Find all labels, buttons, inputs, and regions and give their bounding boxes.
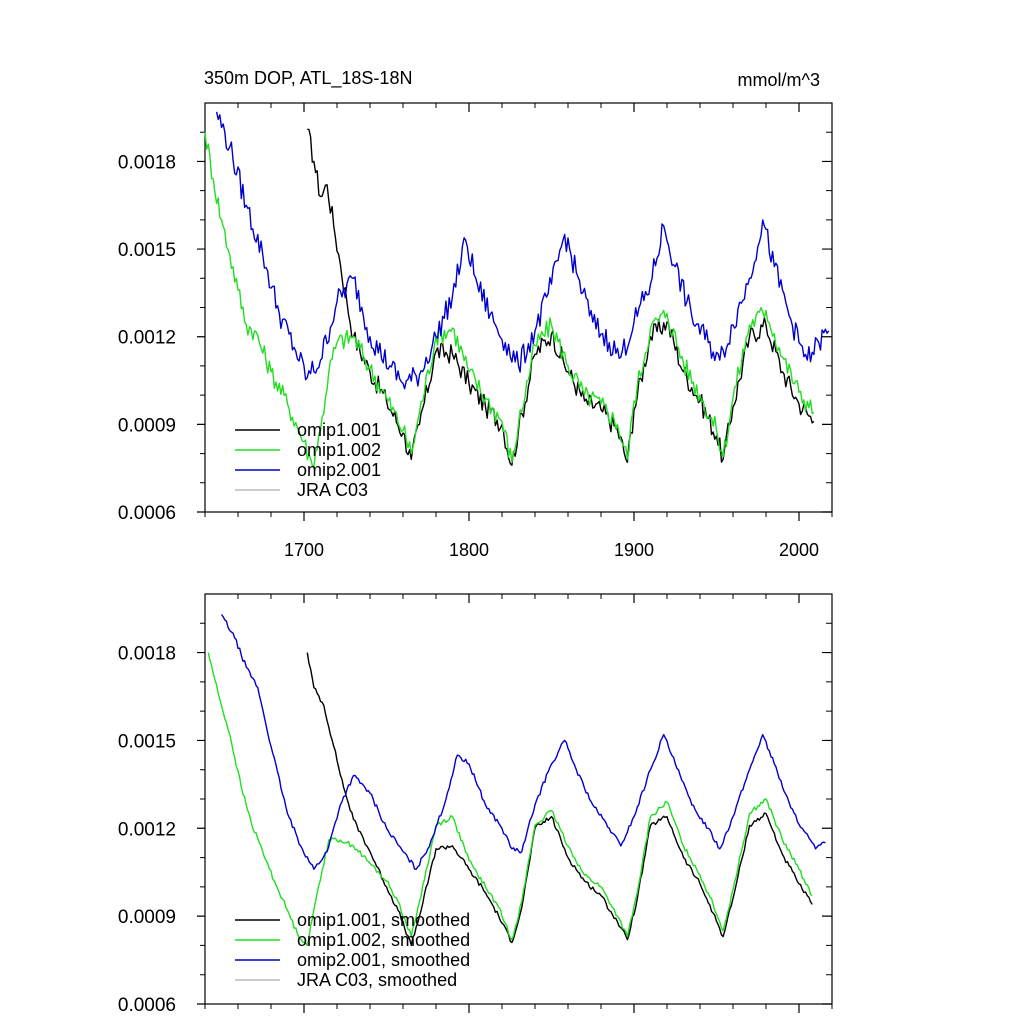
legend-label: JRA C03, smoothed [297,970,457,990]
series-line-omip1-002 [204,132,815,469]
y-tick-label: 0.0012 [118,819,176,840]
axis-ticks [197,103,833,521]
legend-label: omip2.001 [297,460,381,480]
y-tick-label: 0.0015 [118,731,176,752]
y-tick-labels: 0.0006 0.0009 0.0012 0.0015 0.0018 [118,152,176,524]
top-panel: 350m DOP, ATL_18S-18N mmol/m^3 1700 1800 1… [118,68,833,560]
y-tick-label: 0.0009 [118,907,176,928]
y-tick-labels: 0.0006 0.0009 0.0012 0.0015 0.0018 [118,644,176,1016]
chart-title: 350m DOP, ATL_18S-18N [204,68,412,89]
legend-label: JRA C03 [297,480,368,500]
y-tick-label: 0.0006 [118,503,176,524]
legend-label: omip1.001 [297,420,381,440]
series-lines [204,111,830,469]
bottom-panel: 0.0006 0.0009 0.0012 0.0015 0.0018 omip1.001… [118,593,833,1016]
y-tick-label: 0.0018 [118,644,176,665]
x-tick-labels: 1700 1800 1900 2000 [284,540,819,560]
y-tick-label: 0.0015 [118,240,176,261]
y-tick-label: 0.0009 [118,415,176,436]
legend-label: omip1.002, smoothed [297,930,470,950]
series-line-omip1-001-smoothed [306,652,813,947]
legend-label: omip1.001, smoothed [297,910,470,930]
x-tick-label: 1800 [449,540,489,560]
series-line-omip1-001 [307,128,815,466]
legend-label: omip1.002 [297,440,381,460]
legend-label: omip2.001, smoothed [297,950,470,970]
series-lines [207,614,826,947]
x-tick-label: 1900 [614,540,654,560]
series-line-omip2-001-smoothed [220,614,826,870]
y-tick-label: 0.0018 [118,152,176,173]
x-tick-label: 1700 [284,540,324,560]
axis-ticks [197,594,833,1013]
units-label: mmol/m^3 [738,70,820,90]
x-tick-label: 2000 [779,540,819,560]
y-tick-label: 0.0012 [118,328,176,349]
series-line-omip1-002-smoothed [207,652,813,947]
y-tick-label: 0.0006 [118,995,176,1016]
series-line-omip2-001 [215,111,830,390]
